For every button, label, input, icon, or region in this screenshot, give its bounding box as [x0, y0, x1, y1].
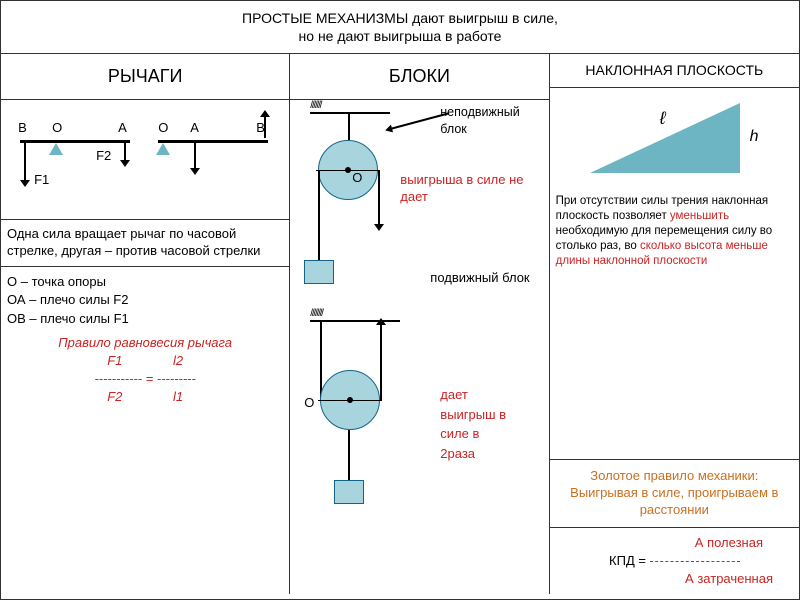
- movable-result: дает выигрыш в силе в 2раза: [440, 385, 506, 463]
- fixed-result: выигрыша в силе не дает: [400, 172, 530, 206]
- label-O-fixed: О: [352, 170, 362, 185]
- fulcrum-2: [156, 143, 170, 155]
- header-incline: НАКЛОННАЯ ПЛОСКОСТЬ: [550, 54, 799, 88]
- force-arrow-2a: [194, 143, 196, 169]
- def-O: О – точка опоры: [7, 273, 283, 291]
- golden-rule: Золотое правило механики: Выигрывая в си…: [550, 460, 799, 528]
- mr2: выигрыш в: [440, 405, 506, 425]
- header-blocks: БЛОКИ: [290, 54, 548, 100]
- rope-right-2: [380, 324, 382, 400]
- lever-diagrams: B O A F2 F1 O A B: [1, 100, 289, 220]
- blocks-diagram-area: / / / / / / / неподвижный блок О выигрыш…: [290, 100, 548, 594]
- incline-body: ℓ h При отсутствии силы трения наклонная…: [550, 88, 799, 460]
- force-F2-arrow: [124, 143, 126, 161]
- kpd-dashed: [650, 561, 740, 562]
- main-grid: РЫЧАГИ B O A F2 F1 O A B: [1, 54, 799, 594]
- movable-diameter: [318, 400, 382, 401]
- label-l: ℓ: [660, 108, 666, 129]
- rope-right-1: [378, 170, 380, 225]
- label-O2: O: [158, 120, 168, 135]
- label-F1: F1: [34, 172, 49, 187]
- incl-p1: При отсутствии силы трения наклонная пло…: [556, 195, 768, 222]
- weight-1: [304, 260, 334, 284]
- lever-diagram-2: O A B: [154, 110, 274, 210]
- force-arrow-2b: [264, 116, 266, 138]
- column-incline: НАКЛОННАЯ ПЛОСКОСТЬ ℓ h При отсутствии с…: [550, 54, 799, 594]
- column-levers: РЫЧАГИ B O A F2 F1 O A B: [1, 54, 290, 594]
- rule-title: Правило равновесия рычага: [7, 334, 283, 352]
- fixed-pulley-label: неподвижный блок: [440, 104, 548, 137]
- weight-2: [334, 480, 364, 504]
- column-blocks: БЛОКИ / / / / / / / неподвижный блок О в…: [290, 54, 549, 594]
- fixed-diameter: [316, 170, 380, 171]
- ceiling-2: [310, 320, 400, 322]
- label-h: h: [750, 128, 759, 146]
- force-F1-arrow: [24, 143, 26, 181]
- main-container: ПРОСТЫЕ МЕХАНИЗМЫ дают выигрыш в силе, н…: [0, 0, 800, 600]
- lever-bar-2: [158, 140, 268, 143]
- fixed-axle-rope: [348, 112, 350, 140]
- ceiling-1: [310, 112, 390, 114]
- levers-rotation-text: Одна сила вращает рычаг по часовой стрел…: [1, 220, 289, 267]
- A-spent: А затраченная: [556, 570, 793, 588]
- label-O-movable: О: [304, 395, 314, 410]
- title-line1: ПРОСТЫЕ МЕХАНИЗМЫ дают выигрыш в силе,: [1, 9, 799, 27]
- title-row: ПРОСТЫЕ МЕХАНИЗМЫ дают выигрыш в силе, н…: [1, 1, 799, 54]
- kpd-formula: А полезная КПД = А затраченная: [550, 528, 799, 595]
- rope-weight-2: [348, 430, 350, 480]
- rule-bottom: F2 l1: [7, 388, 283, 406]
- rule-top: F1 l2: [7, 352, 283, 370]
- incline-diagram: ℓ h: [550, 88, 799, 188]
- fulcrum-1: [49, 143, 63, 155]
- mr4: 2раза: [440, 444, 506, 464]
- incline-text: При отсутствии силы трения наклонная пло…: [550, 188, 799, 275]
- hatch-1: / / / / / / /: [310, 100, 320, 111]
- label-F2: F2: [96, 148, 111, 163]
- kpd-line: КПД =: [556, 552, 793, 570]
- mr1: дает: [440, 385, 506, 405]
- label-O: O: [52, 120, 62, 135]
- def-OA: ОА – плечо силы F2: [7, 291, 283, 309]
- A-useful: А полезная: [556, 534, 793, 552]
- label-B: B: [18, 120, 27, 135]
- rule-divider: ----------- = ---------: [7, 370, 283, 388]
- movable-label: подвижный блок: [430, 270, 529, 287]
- levers-definitions: О – точка опоры ОА – плечо силы F2 ОВ – …: [1, 267, 289, 594]
- header-levers: РЫЧАГИ: [1, 54, 289, 100]
- mr3: силе в: [440, 424, 506, 444]
- label-A: A: [118, 120, 127, 135]
- lever-diagram-1: B O A F2 F1: [16, 110, 136, 210]
- equilibrium-rule: Правило равновесия рычага F1 l2 --------…: [7, 334, 283, 407]
- title-line2: но не дают выигрыша в работе: [1, 27, 799, 45]
- label-A2: A: [190, 120, 199, 135]
- kpd-label: КПД =: [609, 553, 646, 568]
- lever-bar-1: [20, 140, 130, 143]
- def-OB: ОВ – плечо силы F1: [7, 310, 283, 328]
- incl-red1: уменьшить: [670, 210, 729, 222]
- hatch-2: / / / / / / / /: [310, 308, 322, 319]
- rope-left-1: [318, 170, 320, 260]
